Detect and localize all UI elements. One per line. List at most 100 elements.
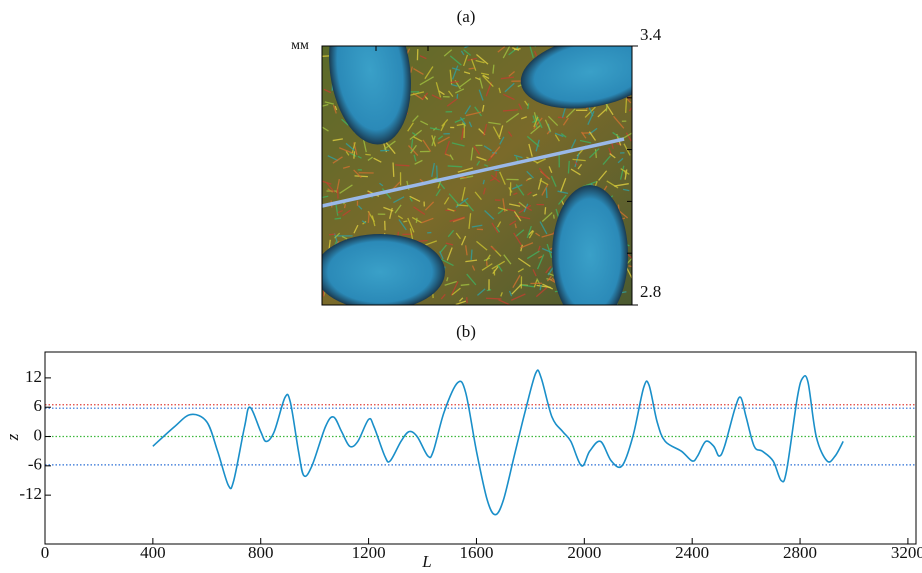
fiber (381, 188, 392, 200)
fiber (345, 150, 350, 156)
fiber (554, 134, 560, 142)
fiber (465, 111, 482, 117)
fiber (541, 183, 549, 196)
fiber (524, 100, 529, 106)
fiber (454, 117, 465, 123)
fiber (513, 232, 523, 246)
panel-title: (a) (457, 7, 476, 26)
fiber (444, 280, 457, 286)
plot-frame (44, 351, 917, 545)
fiber (475, 59, 485, 64)
fiber (533, 116, 539, 128)
fiber (448, 193, 460, 206)
fiber (628, 106, 632, 112)
fiber (455, 300, 467, 305)
fiber (421, 92, 429, 100)
fiber (341, 118, 349, 126)
fiber (547, 115, 559, 126)
fiber (567, 160, 570, 174)
fiber (517, 257, 531, 268)
fiber (457, 167, 474, 173)
fiber (460, 283, 470, 286)
fiber (533, 117, 543, 130)
fiber (398, 219, 407, 231)
fiber (322, 103, 329, 107)
fiber (463, 49, 472, 56)
fiber (541, 232, 555, 238)
fiber (620, 168, 630, 175)
unit-label: мм (291, 38, 309, 53)
fiber (617, 157, 624, 164)
fiber (451, 83, 458, 87)
fiber (447, 229, 455, 238)
fiber (597, 107, 608, 118)
fiber (339, 184, 353, 194)
fiber (603, 185, 608, 191)
fiber (483, 123, 488, 136)
fiber (544, 119, 552, 132)
fiber (455, 88, 465, 94)
fiber (483, 145, 492, 152)
fiber (413, 206, 426, 215)
fiber (323, 88, 332, 94)
fiber (411, 132, 417, 136)
fiber (465, 245, 468, 256)
fiber (546, 130, 551, 135)
fiber (500, 292, 503, 297)
fiber (474, 106, 483, 117)
fiber (606, 46, 608, 47)
fiber (539, 284, 542, 291)
fiber (538, 167, 548, 179)
fiber (532, 269, 537, 277)
fiber (461, 186, 466, 202)
fiber (612, 131, 621, 139)
fiber (544, 207, 547, 215)
fiber (490, 174, 501, 183)
fiber (334, 232, 341, 239)
scan-line (321, 137, 625, 208)
fiber (478, 89, 484, 101)
fiber (532, 115, 538, 128)
fiber (351, 142, 356, 154)
fiber (468, 213, 472, 229)
fiber (463, 71, 471, 75)
fiber (409, 91, 425, 97)
fiber (342, 209, 351, 217)
fiber (528, 143, 533, 157)
fiber (435, 165, 438, 179)
fiber (354, 175, 368, 178)
fiber (481, 104, 485, 112)
fiber (443, 196, 450, 205)
fiber (512, 274, 521, 288)
fiber (451, 67, 461, 71)
fiber (367, 156, 374, 161)
fiber (343, 203, 346, 209)
fiber (474, 191, 482, 201)
fiber (482, 187, 486, 195)
fiber (496, 221, 502, 228)
x-tick-label: 3200 (891, 543, 922, 562)
fiber (441, 119, 449, 127)
fiber (557, 190, 569, 195)
fiber (446, 98, 458, 107)
fiber (515, 184, 525, 196)
fiber (570, 168, 581, 176)
fiber (420, 120, 429, 126)
fiber (476, 160, 481, 166)
fiber (338, 147, 354, 154)
fiber (520, 244, 523, 252)
fiber (508, 187, 513, 193)
fiber (598, 170, 608, 181)
fiber (503, 93, 515, 101)
fiber (492, 266, 499, 275)
cell (322, 234, 445, 305)
fiber (345, 142, 355, 151)
fiber (412, 136, 423, 142)
fiber (385, 142, 396, 155)
fiber (497, 46, 506, 53)
fiber (509, 220, 517, 226)
fiber (463, 199, 474, 212)
fiber (536, 254, 545, 270)
fiber (465, 259, 478, 263)
fiber (526, 135, 540, 147)
